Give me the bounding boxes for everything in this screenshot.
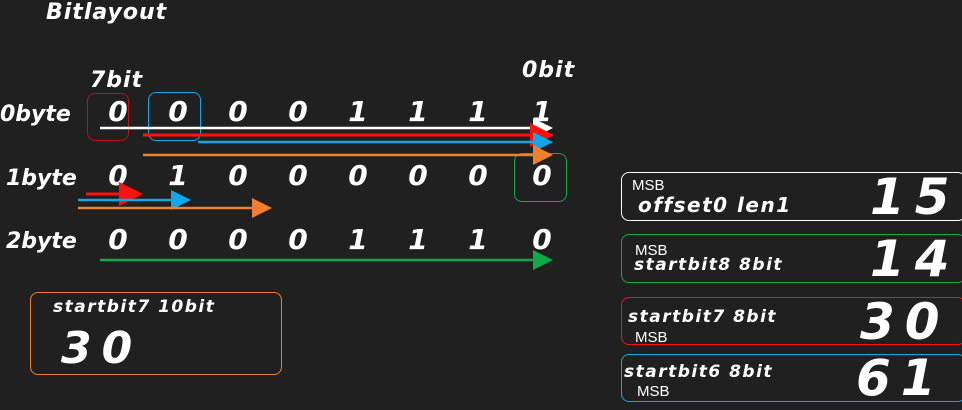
msb-bit-label: 7bit xyxy=(90,68,144,93)
bit-cell: 0 xyxy=(532,159,552,192)
left-result-card: startbit7 10bit 30 xyxy=(30,292,282,375)
bit-cell: 0 xyxy=(228,159,248,192)
bit-cell: 0 xyxy=(168,95,188,128)
msb-label: MSB xyxy=(637,383,670,400)
bit-cell: 1 xyxy=(168,159,188,192)
card-value: 14 xyxy=(870,230,960,288)
card-startbit6: startbit6 8bit MSB 61 xyxy=(621,349,962,407)
msb-label: MSB xyxy=(635,329,668,346)
card-offset0-len1: MSB offset0 len1 15 xyxy=(621,168,962,226)
bit-cell: 0 xyxy=(108,95,128,128)
bit-cell: 1 xyxy=(408,223,428,256)
highlight-box-red xyxy=(87,93,129,141)
card-desc: startbit7 8bit xyxy=(628,307,778,327)
bit-cell: 1 xyxy=(468,95,488,128)
diagram-title: Bitlayout xyxy=(46,0,168,25)
bit-cell: 1 xyxy=(348,223,368,256)
row-label-0byte: 0byte xyxy=(0,102,71,127)
bit-cell: 0 xyxy=(532,223,552,256)
bit-cell: 0 xyxy=(288,95,308,128)
bit-cell: 0 xyxy=(288,223,308,256)
card-desc: startbit6 8bit xyxy=(624,362,774,382)
card-value: 61 xyxy=(856,349,946,407)
bit-cell: 0 xyxy=(468,159,488,192)
card-desc: startbit8 8bit xyxy=(634,255,784,275)
left-card-desc: startbit7 10bit xyxy=(53,297,216,317)
bit-cell: 0 xyxy=(348,159,368,192)
bit-cell: 0 xyxy=(228,223,248,256)
msb-label: MSB xyxy=(632,177,665,194)
card-startbit8: MSB startbit8 8bit 14 xyxy=(621,230,962,288)
card-startbit7: startbit7 8bit MSB 30 xyxy=(621,293,962,351)
bit-cell: 0 xyxy=(228,95,248,128)
lsb-bit-label: 0bit xyxy=(522,58,576,83)
row-label-1byte: 1byte xyxy=(6,166,77,191)
bit-cell: 1 xyxy=(408,95,428,128)
card-desc: offset0 len1 xyxy=(638,193,792,217)
bit-cell: 0 xyxy=(288,159,308,192)
msb-label: MSB xyxy=(635,242,668,259)
bit-cell: 0 xyxy=(408,159,428,192)
card-value: 15 xyxy=(870,168,960,226)
bit-cell: 1 xyxy=(468,223,488,256)
highlight-box-blue xyxy=(148,92,201,141)
row-label-2byte: 2byte xyxy=(6,229,77,254)
bit-cell: 0 xyxy=(168,223,188,256)
left-card-value: 30 xyxy=(61,323,143,374)
card-value: 30 xyxy=(860,293,950,351)
bit-cell: 0 xyxy=(108,223,128,256)
bit-cell: 1 xyxy=(348,95,368,128)
